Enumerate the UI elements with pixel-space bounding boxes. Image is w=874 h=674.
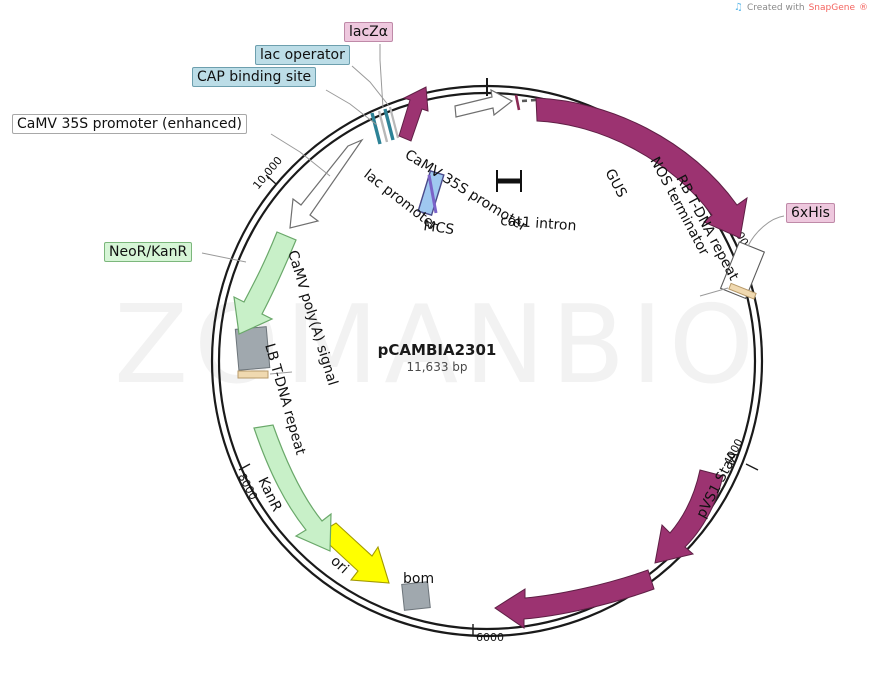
leader-6xhis (747, 215, 785, 247)
attribution-brand: SnapGene (808, 3, 855, 13)
callout-lac-operator[interactable]: lac operator (255, 45, 350, 66)
feature-camv35s-enhanced-arrow (289, 138, 364, 229)
feature-gus (535, 97, 748, 239)
callout-neor-kanr[interactable]: NeoR/KanR (104, 242, 193, 263)
snapgene-attribution: ♫ Created with SnapGene ® (734, 2, 868, 14)
attribution-suffix: ® (859, 3, 868, 13)
callout-lacz-alpha[interactable]: lacZα (344, 22, 393, 43)
feature-kanr (253, 424, 332, 552)
feature-bom (401, 581, 431, 611)
feature-camv35s-promoter-arrow (454, 88, 514, 118)
feature-cat1-intron-marker (514, 94, 537, 111)
label-mcs: MCS (422, 218, 455, 238)
feature-pvs1-staa (654, 469, 724, 564)
feature-mcs (417, 169, 445, 217)
feature-camv-polya-signal (233, 231, 297, 335)
tick-label-10000: 10,000 (250, 154, 285, 192)
feature-cat1-intron-symbol (496, 170, 522, 192)
leader-rb-t-dna (699, 287, 729, 297)
attribution-prefix: Created with (747, 3, 805, 13)
label-gus: GUS (601, 166, 629, 200)
tick-label-8000: 8000 (235, 471, 260, 502)
feature-lac-regulatory-bars (370, 106, 400, 145)
plasmid-size: 11,633 bp (406, 360, 468, 374)
feature-lacz-alpha (398, 86, 429, 142)
plasmid-name: pCAMBIA2301 (377, 341, 497, 359)
callout-6xhis[interactable]: 6xHis (786, 203, 835, 224)
callout-cap-binding-site[interactable]: CAP binding site (192, 67, 317, 88)
label-cat1-intron: cat1 intron (500, 213, 577, 234)
snapgene-logo-icon: ♫ (734, 2, 744, 13)
feature-rb-t-dna-repeat (719, 241, 766, 300)
coordinate-ticks: 2000 4000 6000 8000 10,000 (235, 154, 759, 644)
feature-pvs1-repa (494, 569, 655, 629)
callout-camv-35s-promoter-enhanced[interactable]: CaMV 35S promoter (enhanced) (12, 114, 247, 135)
feature-ori (317, 522, 390, 584)
callout-leader-lines (201, 44, 390, 263)
tick-label-6000: 6000 (476, 631, 504, 644)
label-bom: bom (403, 571, 434, 587)
